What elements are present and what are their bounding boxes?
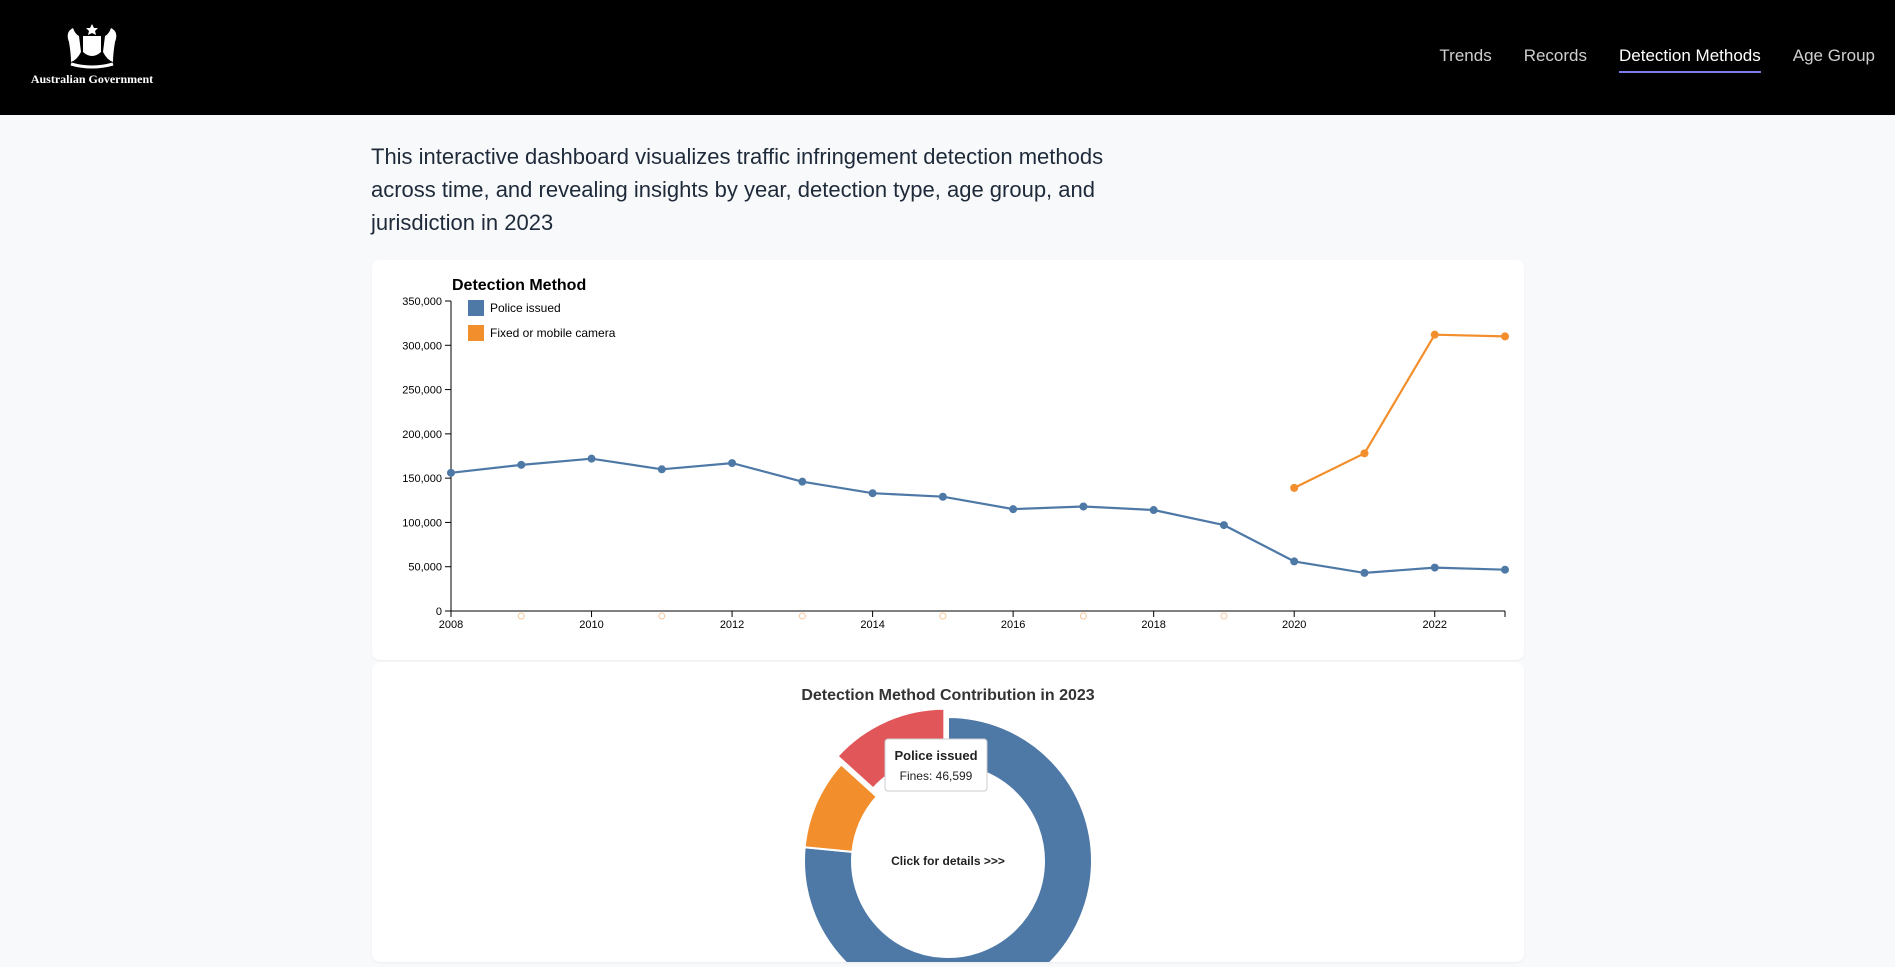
nav-trends[interactable]: Trends — [1439, 46, 1492, 65]
data-point-police[interactable] — [1501, 565, 1509, 574]
faint-marker — [517, 612, 525, 620]
data-point-camera[interactable] — [1430, 330, 1439, 339]
main-nav: Trends Records Detection Methods Age Gro… — [1439, 46, 1875, 73]
donut-chart-card: Detection Method Contribution in 2023 Cli… — [372, 662, 1524, 967]
data-point-police[interactable] — [587, 454, 596, 463]
data-point-police[interactable] — [517, 460, 526, 469]
chart-title: Detection Method — [452, 277, 586, 294]
faint-marker — [798, 612, 806, 620]
data-point-police[interactable] — [728, 459, 737, 468]
x-tick-label: 2010 — [579, 619, 603, 631]
data-point-police[interactable] — [657, 465, 666, 474]
australian-government-logo[interactable]: Australian Government — [28, 20, 156, 90]
legend-label-police: Police issued — [490, 301, 561, 315]
y-tick-label: 350,000 — [402, 296, 442, 308]
legend-swatch-police — [468, 300, 484, 316]
x-tick-label: 2012 — [720, 619, 744, 631]
donut-slice-police[interactable] — [803, 715, 1093, 967]
donut-title: Detection Method Contribution in 2023 — [801, 687, 1094, 704]
site-header: Australian Government Trends Records Det… — [0, 0, 1895, 115]
data-point-police[interactable] — [1079, 502, 1088, 511]
data-point-police[interactable] — [1149, 506, 1158, 515]
y-tick-label: 100,000 — [402, 517, 442, 529]
donut-center-label[interactable]: Click for details >>> — [891, 854, 1005, 868]
x-tick-label: 2016 — [1001, 619, 1025, 631]
series-line-police — [450, 457, 1506, 575]
data-point-police[interactable] — [1009, 505, 1018, 514]
x-tick-label: 2008 — [439, 619, 463, 631]
data-point-police[interactable] — [1219, 521, 1228, 530]
series-line-camera — [1293, 333, 1506, 489]
data-point-police[interactable] — [938, 492, 947, 501]
data-point-camera[interactable] — [1501, 332, 1509, 341]
x-tick-label: 2022 — [1422, 619, 1446, 631]
line-chart-card: 0 50,000 100,000 150,000 200,000 250,000 300,0… — [372, 260, 1524, 660]
data-point-camera[interactable] — [1360, 449, 1369, 458]
y-tick-label: 300,000 — [402, 340, 442, 352]
data-point-police[interactable] — [1430, 563, 1439, 572]
detection-method-line-chart: 0 50,000 100,000 150,000 200,000 250,000 300,0… — [402, 277, 1509, 631]
data-point-police[interactable] — [1360, 568, 1369, 577]
data-point-police[interactable] — [1290, 557, 1299, 566]
faint-marker — [1220, 612, 1228, 620]
y-tick-label: 0 — [436, 606, 442, 618]
y-tick-label: 150,000 — [402, 473, 442, 485]
nav-detection-methods[interactable]: Detection Methods — [1619, 46, 1761, 73]
data-point-camera[interactable] — [1290, 483, 1299, 492]
legend-swatch-camera — [468, 325, 484, 341]
tooltip-value: Fines: 46,599 — [900, 769, 973, 783]
faint-marker — [658, 612, 666, 620]
coat-of-arms-icon — [67, 24, 117, 69]
donut-slice-camera[interactable] — [803, 763, 879, 853]
nav-age-group[interactable]: Age Group — [1792, 46, 1875, 65]
y-tick-label: 50,000 — [408, 562, 442, 574]
tooltip-box — [884, 738, 988, 792]
data-point-police[interactable] — [447, 468, 455, 477]
detection-method-donut-chart: Detection Method Contribution in 2023 Cli… — [801, 687, 1095, 967]
x-tick-label: 2014 — [860, 619, 884, 631]
legend-label-camera: Fixed or mobile camera — [490, 326, 616, 340]
x-tick-label: 2020 — [1282, 619, 1306, 631]
nav-records[interactable]: Records — [1523, 46, 1588, 65]
intro-text: This interactive dashboard visualizes tr… — [371, 144, 1104, 235]
data-point-police[interactable] — [868, 489, 877, 498]
y-tick-label: 250,000 — [402, 385, 442, 397]
x-tick-label: 2018 — [1141, 619, 1165, 631]
y-tick-label: 200,000 — [402, 429, 442, 441]
tooltip-title: Police issued — [894, 748, 977, 763]
logo-text: Australian Government — [30, 72, 154, 86]
faint-marker — [1079, 612, 1087, 620]
data-point-police[interactable] — [798, 477, 807, 486]
faint-marker — [939, 612, 947, 620]
